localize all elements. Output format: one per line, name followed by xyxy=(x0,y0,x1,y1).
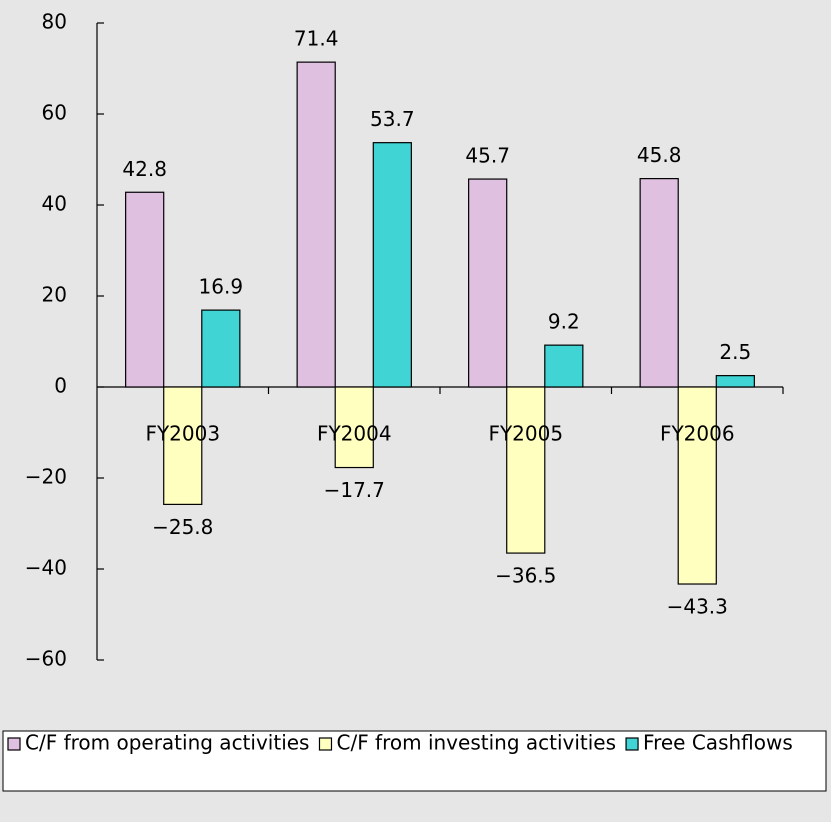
y-tick-label: −40 xyxy=(25,556,67,580)
x-tick-label: FY2006 xyxy=(660,422,735,446)
value-label: −36.5 xyxy=(495,564,556,588)
bar xyxy=(201,309,241,388)
bar xyxy=(163,386,203,505)
value-label: 71.4 xyxy=(294,27,339,51)
legend-label: C/F from investing activities xyxy=(336,731,616,755)
value-label: 9.2 xyxy=(548,310,580,334)
bar xyxy=(468,178,508,388)
bar xyxy=(506,386,546,554)
bar xyxy=(715,375,755,388)
value-label: 45.8 xyxy=(637,143,682,167)
x-tick-label: FY2004 xyxy=(317,422,392,446)
value-label: 2.5 xyxy=(719,340,751,364)
y-tick-label: 60 xyxy=(42,101,67,125)
y-tick-label: 20 xyxy=(42,283,67,307)
bar xyxy=(125,191,165,388)
value-label: 53.7 xyxy=(370,107,415,131)
value-label: −43.3 xyxy=(667,595,728,619)
legend-box xyxy=(2,730,827,792)
legend-swatch xyxy=(318,737,333,751)
value-label: 45.7 xyxy=(465,144,510,168)
legend-label: C/F from operating activities xyxy=(25,731,309,755)
value-label: 16.9 xyxy=(199,275,244,299)
x-tick-label: FY2005 xyxy=(488,422,563,446)
bar xyxy=(677,386,717,585)
y-tick-label: 80 xyxy=(42,10,67,34)
bar xyxy=(372,142,412,388)
y-tick-label: −60 xyxy=(25,647,67,671)
y-tick-label: 0 xyxy=(54,374,67,398)
legend-label: Free Cashflows xyxy=(643,731,793,755)
bar xyxy=(544,344,584,388)
legend-swatch xyxy=(7,737,21,751)
bar xyxy=(639,178,679,388)
value-label: 42.8 xyxy=(122,157,167,181)
value-label: −25.8 xyxy=(152,515,213,539)
bar xyxy=(296,61,336,388)
x-tick-label: FY2003 xyxy=(145,422,220,446)
value-label: −17.7 xyxy=(324,478,385,502)
legend-swatch xyxy=(625,737,639,751)
y-tick-label: 40 xyxy=(42,192,67,216)
y-tick-label: −20 xyxy=(25,465,67,489)
bar xyxy=(334,386,374,469)
